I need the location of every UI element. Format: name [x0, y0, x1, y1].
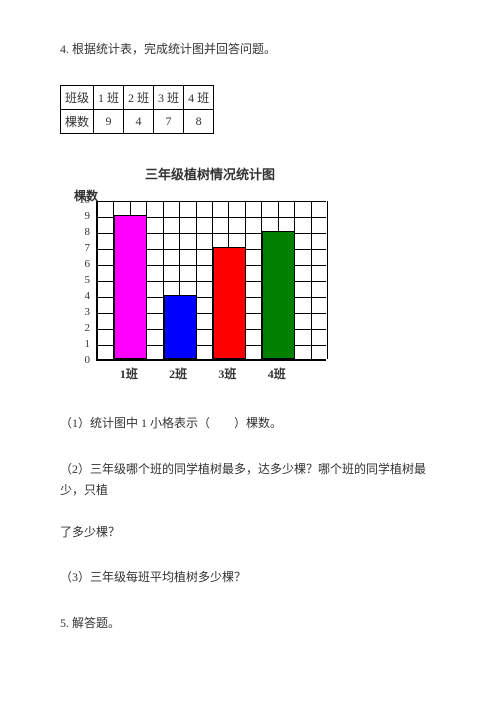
question-2: （2）三年级哪个班的同学植树最多，达多少棵？哪个班的同学植树最少，只植 了多少棵…: [60, 459, 440, 544]
table-header: 班级: [61, 86, 94, 110]
y-tick-label: 4: [72, 290, 90, 302]
x-tick-label: 2班: [162, 365, 195, 382]
y-tick-label: 1: [72, 338, 90, 350]
grid-line: [327, 201, 328, 359]
answer-blank[interactable]: [213, 416, 231, 430]
x-tick-label: 3班: [211, 365, 244, 382]
table-row: 班级 1 班 2 班 3 班 4 班: [61, 86, 214, 110]
y-tick-label: 5: [72, 274, 90, 286]
x-tick-label: 1班: [112, 365, 145, 382]
question-text: 了多少棵？: [60, 522, 440, 544]
chart-plot-area: [96, 201, 326, 361]
x-tick-label: 4班: [260, 365, 293, 382]
question-text: （1）统计图中 1 小格表示（: [60, 416, 210, 430]
question-3: （3）三年级每班平均植树多少棵？: [60, 567, 440, 589]
question-text: （2）三年级哪个班的同学植树最多，达多少棵？哪个班的同学植树最少，只植: [60, 459, 440, 502]
table-header: 棵数: [61, 110, 94, 134]
chart-title: 三年级植树情况统计图: [85, 164, 335, 183]
y-tick-label: 0: [72, 354, 90, 366]
y-tick-label: 10: [72, 194, 90, 206]
chart-bar: [213, 247, 246, 359]
table-cell: 9: [94, 110, 124, 134]
table-cell: 2 班: [124, 86, 154, 110]
chart-bar: [262, 231, 295, 359]
question-text: ）棵数。: [234, 416, 282, 430]
table-cell: 8: [184, 110, 214, 134]
grid-line: [311, 201, 312, 359]
chart-bar: [164, 295, 197, 359]
y-tick-label: 2: [72, 322, 90, 334]
data-table: 班级 1 班 2 班 3 班 4 班 棵数 9 4 7 8: [60, 85, 214, 134]
y-tick-label: 3: [72, 306, 90, 318]
table-cell: 3 班: [154, 86, 184, 110]
table-cell: 4: [124, 110, 154, 134]
y-tick-label: 9: [72, 210, 90, 222]
y-tick-label: 6: [72, 258, 90, 270]
y-tick-label: 8: [72, 226, 90, 238]
y-tick-label: 7: [72, 242, 90, 254]
problem-prompt: 4. 根据统计表，完成统计图并回答问题。: [60, 40, 440, 57]
table-cell: 1 班: [94, 86, 124, 110]
table-cell: 4 班: [184, 86, 214, 110]
bar-chart: 棵数 1098765432101班2班3班4班: [70, 189, 350, 389]
table-row: 棵数 9 4 7 8: [61, 110, 214, 134]
chart-bar: [114, 215, 147, 359]
question-5: 5. 解答题。: [60, 613, 440, 635]
table-cell: 7: [154, 110, 184, 134]
question-1: （1）统计图中 1 小格表示（ ）棵数。: [60, 413, 440, 435]
